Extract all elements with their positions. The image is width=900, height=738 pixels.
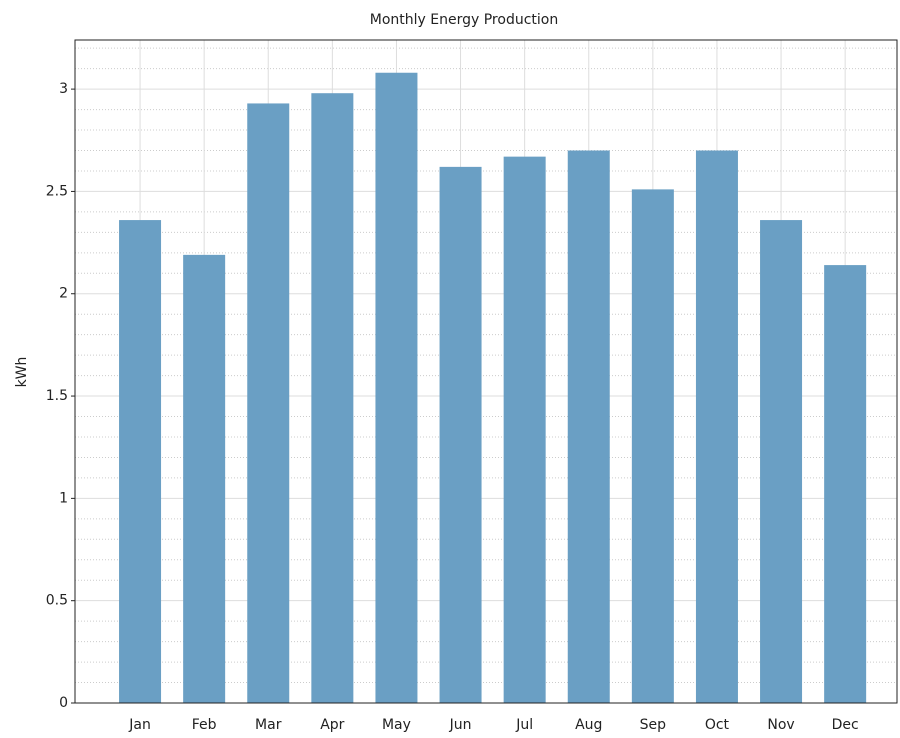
y-tick-label: 3: [59, 81, 68, 97]
y-tick-label: 1: [59, 490, 68, 506]
x-tick-label: Jun: [449, 717, 472, 733]
x-tick-label: Aug: [575, 717, 602, 733]
y-tick-label: 0.5: [46, 593, 68, 609]
bar: [760, 220, 803, 703]
bar: [503, 156, 546, 703]
y-tick-label: 0: [59, 695, 68, 711]
bar: [567, 150, 610, 703]
bar: [183, 254, 226, 703]
y-tick-label: 1.5: [46, 388, 68, 404]
x-tick-label: Sep: [640, 717, 667, 733]
plot-frame: [74, 39, 898, 704]
bar: [631, 189, 674, 703]
x-tick-label: Dec: [832, 717, 859, 733]
x-tick-label: Jan: [128, 717, 151, 733]
x-tick-label: Jul: [515, 717, 533, 733]
bar: [311, 93, 354, 703]
bar: [695, 150, 738, 703]
x-tick-label: May: [382, 717, 411, 733]
y-tick-label: 2: [59, 286, 68, 302]
x-tick-label: Apr: [320, 717, 344, 733]
bar: [247, 103, 290, 704]
bar: [119, 220, 162, 703]
bar: [824, 265, 867, 703]
x-tick-label: Oct: [705, 717, 730, 733]
x-tick-label: Mar: [255, 717, 282, 733]
bar: [439, 166, 482, 704]
y-axis-label: kWh: [14, 357, 30, 388]
y-tick-label: 2.5: [46, 183, 68, 199]
x-tick-label: Nov: [767, 717, 794, 733]
x-tick-label: Feb: [192, 717, 217, 733]
chart-title: Monthly Energy Production: [370, 12, 558, 28]
bar: [375, 72, 418, 704]
